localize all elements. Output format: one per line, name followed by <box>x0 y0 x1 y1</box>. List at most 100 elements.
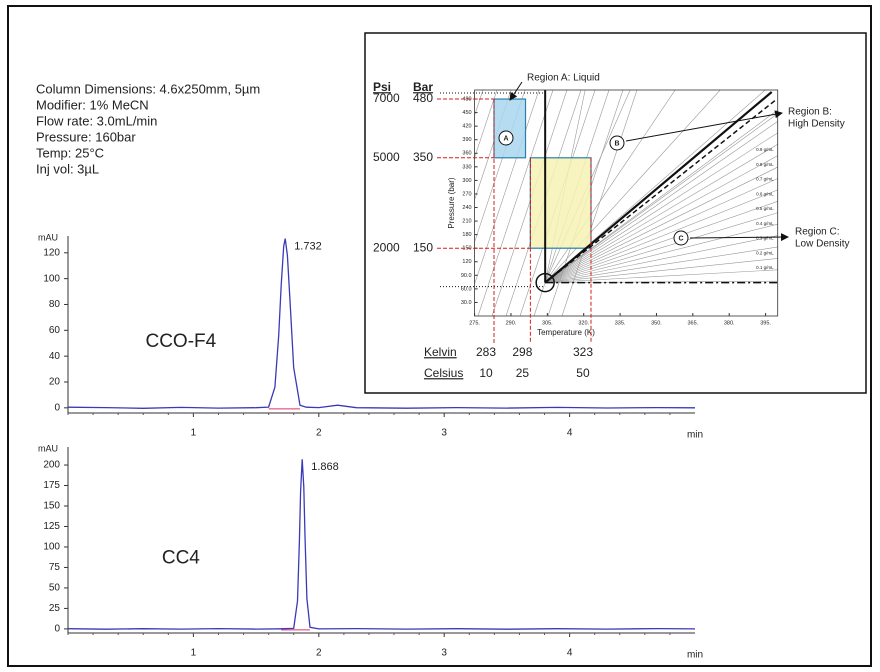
x-tick-label: 290. <box>506 320 517 326</box>
kelvin-header: Kelvin <box>424 345 457 359</box>
y-tick-label: 50 <box>49 583 61 594</box>
region-label: Region B: <box>788 107 832 118</box>
psi-label: 2000 <box>373 240 400 254</box>
kelvin-label: 298 <box>512 345 532 359</box>
psi-label: 5000 <box>373 150 400 164</box>
isoline <box>491 90 568 316</box>
psi-label: 7000 <box>373 91 400 105</box>
x-tick-label: 275. <box>469 320 480 326</box>
method-line: Flow rate: 3.0mL/min <box>36 113 157 128</box>
y-axis-label: Pressure (bar) <box>447 177 456 228</box>
region-box <box>529 157 592 249</box>
isoline <box>544 90 721 283</box>
isoline <box>474 90 498 159</box>
y-axis-label: mAU <box>38 232 58 242</box>
region-label: High Density <box>788 119 845 130</box>
trace <box>67 459 696 630</box>
celsius-label: 10 <box>479 366 493 380</box>
region-arrow <box>689 233 789 242</box>
isoline-label: 0.4 g/mL <box>756 221 774 226</box>
isoline-label: 0.2 g/mL <box>756 250 774 255</box>
isoline-label: 0.9 g/mL <box>756 147 774 152</box>
phase-boundary <box>544 99 777 284</box>
phase-boundary <box>544 91 773 284</box>
method-line: Modifier: 1% MeCN <box>36 97 149 112</box>
x-axis-label: min <box>687 650 703 661</box>
inset-frame <box>364 32 867 394</box>
isoline <box>545 189 778 283</box>
x-tick-label: 3 <box>441 648 447 659</box>
isoline <box>545 155 778 283</box>
x-tick-label: 305. <box>542 320 553 326</box>
y-tick-label: 420 <box>462 124 471 130</box>
psi-header: Psi <box>373 80 391 94</box>
isoline <box>477 90 554 316</box>
region-letter: B <box>614 140 619 147</box>
region-letter: A <box>503 135 508 142</box>
y-tick-label: 240 <box>462 205 471 211</box>
sample-label: CC4 <box>162 548 200 569</box>
isoline <box>545 235 778 283</box>
isoline-label: 0.8 g/mL <box>756 162 774 167</box>
x-tick-label: 2 <box>316 648 322 659</box>
region-marker <box>609 135 625 151</box>
y-tick-label: 175 <box>43 480 60 491</box>
isoline <box>544 109 778 283</box>
y-tick-label: 330 <box>462 164 471 170</box>
y-tick-label: 80 <box>49 299 61 310</box>
celsius-header: Celsius <box>424 366 463 380</box>
celsius-label: 50 <box>576 366 590 380</box>
isoline <box>545 246 778 283</box>
x-tick-label: 365. <box>687 320 698 326</box>
y-tick-label: 100 <box>43 273 60 284</box>
region-arrow <box>509 81 523 101</box>
y-tick-label: 100 <box>43 542 60 553</box>
y-tick-label: 40 <box>49 351 61 362</box>
isoline <box>544 121 778 283</box>
method-line: Pressure: 160bar <box>36 129 136 144</box>
isoline <box>545 269 778 283</box>
method-line: Column Dimensions: 4.6x250mm, 5µm <box>36 81 260 96</box>
isoline-label: 0.3 g/mL <box>756 236 774 241</box>
y-tick-label: 30.0 <box>461 300 472 306</box>
bar-label: 350 <box>413 150 433 164</box>
region-letter: C <box>678 235 683 242</box>
sample-label: CCO-F4 <box>145 331 216 352</box>
isoline <box>545 223 778 283</box>
x-tick-label: 3 <box>441 428 447 439</box>
isoline-label: 0.1 g/mL <box>756 265 774 270</box>
plot-frame <box>474 89 779 317</box>
region-marker <box>498 130 514 146</box>
isoline-label: 0.6 g/mL <box>756 191 774 196</box>
peak-label: 1.732 <box>294 240 322 252</box>
isoline <box>545 166 778 283</box>
isoline-label: 0.7 g/mL <box>756 177 774 182</box>
x-axis-label: Temperature (K) <box>537 328 595 337</box>
x-tick-label: 350. <box>651 320 662 326</box>
y-tick-label: 0 <box>54 624 60 635</box>
x-tick-label: 335. <box>615 320 626 326</box>
y-tick-label: 200 <box>43 460 60 471</box>
x-tick-label: 4 <box>567 428 573 439</box>
isoline <box>545 212 778 283</box>
bar-label: 150 <box>413 240 433 254</box>
y-tick-label: 60.0 <box>461 286 472 292</box>
y-tick-label: 120 <box>43 247 60 258</box>
y-tick-label: 300 <box>462 178 471 184</box>
x-axis-label: min <box>687 430 703 441</box>
region-label: Region A: Liquid <box>527 73 600 84</box>
isoline <box>544 132 778 283</box>
y-tick-label: 60 <box>49 325 61 336</box>
region-marker <box>673 230 689 246</box>
x-tick-label: 380. <box>724 320 735 326</box>
method-line: Temp: 25°C <box>36 145 104 160</box>
trace <box>67 238 696 409</box>
critical-point <box>535 272 555 293</box>
x-tick-label: 395. <box>760 320 771 326</box>
kelvin-label: 323 <box>573 345 593 359</box>
y-tick-label: 20 <box>49 377 61 388</box>
method-line: Inj vol: 3µL <box>36 161 99 176</box>
isoline <box>545 258 778 283</box>
isoline <box>545 143 778 283</box>
